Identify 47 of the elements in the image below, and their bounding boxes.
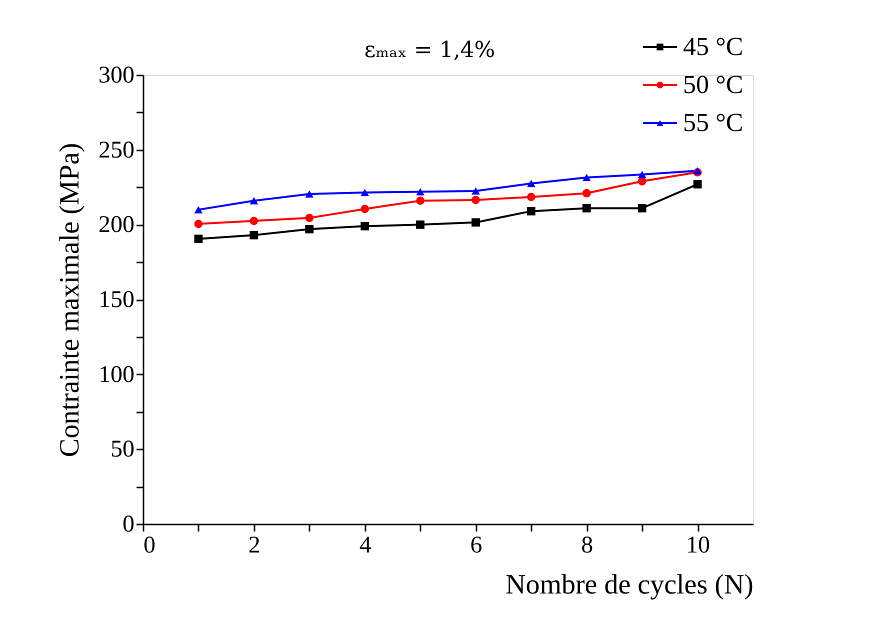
chart-title: εₘₐₓ = 1,4%	[364, 38, 496, 63]
y-tick-label: 200	[98, 212, 134, 238]
y-tick-label: 100	[98, 362, 134, 388]
x-tick-label: 6	[470, 532, 482, 558]
y-tick-label: 250	[98, 137, 134, 164]
y-tick-label: 0	[122, 512, 134, 538]
y-tick-label: 150	[98, 287, 134, 313]
x-tick-label: 8	[581, 532, 594, 558]
point	[527, 207, 536, 216]
point	[472, 196, 480, 204]
point	[638, 170, 646, 178]
legend-label: 50 °C	[683, 70, 744, 99]
y-axis-title: Contrainte maximale (MPa)	[54, 142, 86, 458]
point	[194, 220, 203, 228]
point	[416, 220, 424, 229]
legend-label: 55 °C	[683, 108, 744, 137]
point	[194, 234, 203, 244]
y-tick-label: 50	[110, 436, 134, 463]
point	[360, 222, 369, 230]
point	[582, 189, 591, 198]
x-tick-label: 2	[248, 532, 260, 558]
point	[360, 188, 369, 196]
point	[250, 216, 258, 226]
point	[250, 230, 258, 240]
point	[360, 204, 369, 214]
point	[194, 206, 203, 214]
y-tick-label: 300	[98, 62, 134, 88]
point	[638, 204, 646, 212]
point	[250, 197, 258, 204]
x-axis-title: Nombre de cycles (N)	[505, 570, 754, 600]
point	[693, 180, 702, 188]
x-tick-label: 0	[144, 532, 156, 558]
point	[472, 218, 480, 227]
point	[416, 188, 424, 196]
point	[472, 187, 480, 195]
point	[582, 174, 591, 182]
point	[416, 196, 424, 205]
x-tick-label: 4	[359, 532, 372, 558]
point	[305, 214, 314, 222]
legend-label: 45 °C	[683, 32, 744, 61]
point	[527, 192, 536, 202]
point	[638, 177, 646, 186]
point	[582, 204, 591, 212]
point	[305, 190, 314, 198]
x-tick-label: 10	[686, 532, 710, 558]
point	[305, 224, 314, 234]
point	[527, 180, 536, 188]
